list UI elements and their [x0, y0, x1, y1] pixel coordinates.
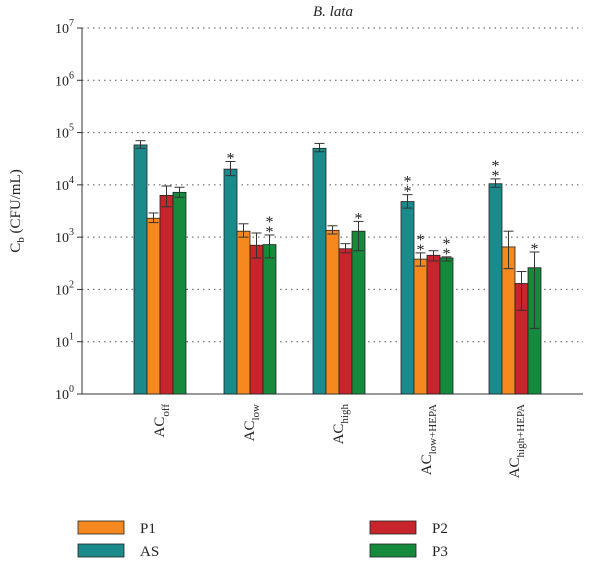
legend-label-p2: P2	[432, 521, 448, 537]
significance-star: *	[227, 150, 235, 167]
y-tick-label: 102	[55, 279, 74, 298]
significance-star: *	[417, 242, 425, 259]
bar-as-3	[400, 201, 415, 395]
bars: *** **********	[133, 140, 542, 395]
y-axis-label: Cb (CFU/mL)	[8, 169, 27, 252]
x-tick-label: AChigh+HEPA	[507, 404, 527, 478]
axes: 100 101 102 103 104 105 106 107	[55, 18, 583, 403]
y-tick-label: 101	[55, 332, 74, 351]
legend-swatch-p2	[369, 520, 417, 535]
significance-star: *	[266, 224, 274, 241]
x-tick-label: AClow	[242, 404, 262, 441]
bar-p1-3	[413, 258, 428, 395]
y-axis-title: Cb (CFU/mL)	[8, 169, 27, 252]
legend-swatch-p1	[77, 520, 125, 535]
bar-as-2	[312, 147, 327, 395]
bar-p2-1	[249, 244, 264, 395]
significance-star: *	[266, 214, 274, 231]
x-tick-labels: ACoff AClow AChigh AClow+HEPA AChigh+HEPA	[152, 404, 527, 479]
significance-star: *	[492, 168, 500, 185]
bar-as-4	[488, 183, 503, 395]
significance-star: *	[492, 158, 500, 175]
y-tick-label: 105	[55, 123, 74, 142]
significance-star: *	[443, 236, 451, 253]
significance-star: *	[417, 232, 425, 249]
legend-label-p1: P1	[140, 521, 156, 537]
bar-p3-1	[262, 244, 277, 395]
significance-star: *	[404, 184, 412, 201]
y-tick-label: 106	[55, 70, 74, 89]
bar-p3-2	[351, 230, 366, 395]
bar-p2-0	[159, 194, 174, 395]
y-tick-label: 107	[55, 18, 74, 37]
legend-swatch-p3	[369, 543, 417, 558]
x-tick-label: AChigh	[331, 404, 351, 445]
legend: P1 P2 AS P3	[77, 520, 448, 560]
y-tick-label: 104	[55, 175, 74, 194]
significance-star: *	[355, 210, 363, 227]
legend-swatch-as	[77, 543, 125, 558]
significance-star: *	[404, 174, 412, 191]
bar-p3-0	[172, 191, 187, 395]
y-tick-label: 103	[55, 227, 74, 246]
y-tick-label: 100	[55, 384, 74, 403]
significance-star: *	[531, 241, 539, 258]
significance-star: *	[443, 246, 451, 263]
bar-p3-3	[439, 257, 454, 395]
bar-p2-3	[426, 254, 441, 395]
x-tick-label: ACoff	[152, 404, 172, 438]
bar-as-0	[133, 144, 148, 395]
x-tick-label: AClow+HEPA	[419, 404, 439, 475]
legend-label-as: AS	[140, 544, 159, 560]
bar-p2-2	[338, 248, 353, 395]
legend-label-p3: P3	[432, 544, 448, 560]
bar-as-1	[223, 168, 238, 395]
bar-p1-0	[146, 217, 161, 395]
bar-p1-1	[236, 230, 251, 395]
chart-title: B. lata	[313, 4, 353, 20]
bar-p1-2	[325, 229, 340, 395]
